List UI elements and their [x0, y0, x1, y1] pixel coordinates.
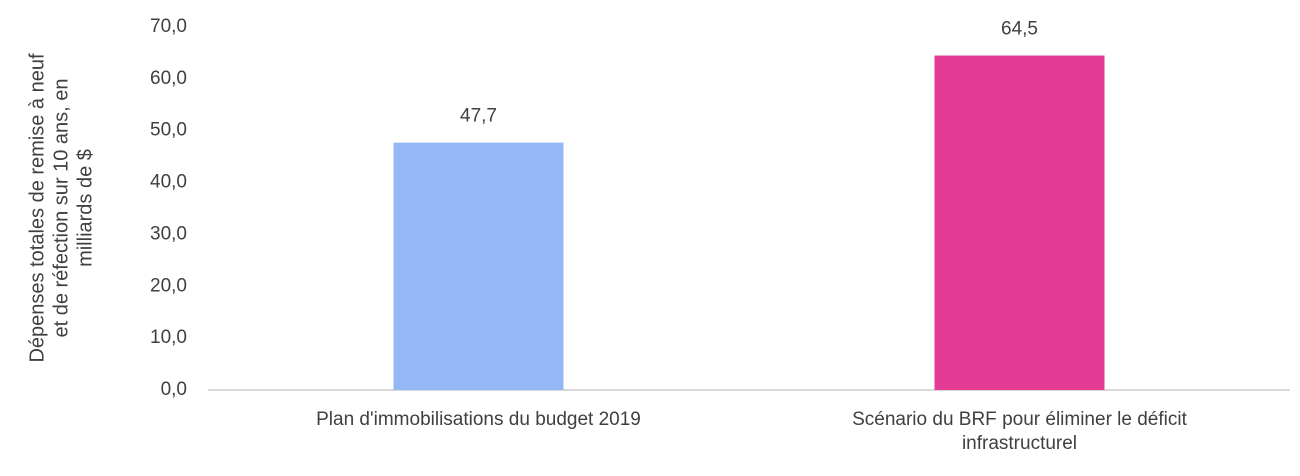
- y-tick-label: 50,0: [150, 120, 187, 141]
- x-tick-label: Scénario du BRF pour éliminer le déficit…: [852, 409, 1187, 454]
- data-label: 64,5: [1001, 19, 1038, 40]
- y-axis-title: et de réfection sur 10 ans, en: [50, 78, 72, 337]
- data-label: 47,7: [460, 106, 497, 127]
- y-axis-title: milliards de $: [74, 149, 96, 267]
- y-tick-label: 40,0: [150, 172, 187, 193]
- bar: [934, 55, 1105, 391]
- y-tick-label: 20,0: [150, 275, 187, 296]
- y-tick-label: 10,0: [150, 327, 187, 348]
- x-tick-label: Plan d'immobilisations du budget 2019: [316, 409, 641, 430]
- y-axis-title: Dépenses totales de remise à neuf: [26, 53, 48, 363]
- y-tick-label: 30,0: [150, 223, 187, 244]
- y-tick-label: 60,0: [150, 68, 187, 89]
- y-tick-label: 70,0: [150, 16, 187, 37]
- bar: [393, 142, 564, 390]
- y-tick-label: 0,0: [161, 379, 187, 400]
